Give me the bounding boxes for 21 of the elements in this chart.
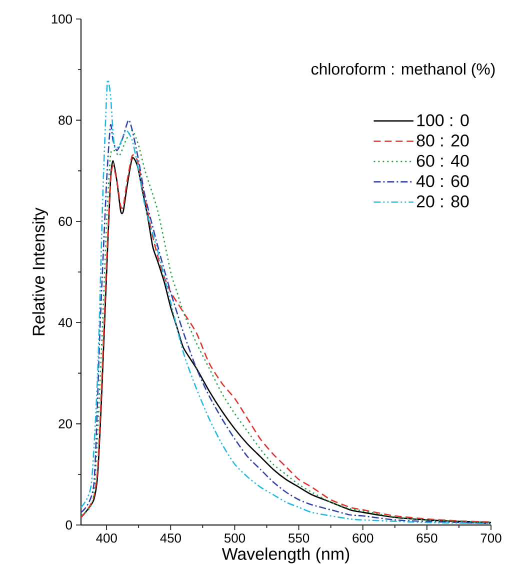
- x-tick-label: 400: [96, 533, 117, 543]
- x-tick-label: 600: [352, 533, 374, 543]
- legend-label: 60 : 40: [416, 154, 469, 167]
- y-tick-label: 40: [58, 318, 72, 328]
- legend-label: 80 : 20: [416, 134, 469, 147]
- y-tick-label: 20: [58, 419, 72, 428]
- legend-label: 40 : 60: [416, 175, 469, 188]
- y-tick-label: 80: [58, 116, 72, 125]
- legend-label: 100 : 0: [417, 114, 469, 126]
- x-tick-label: 500: [224, 533, 246, 543]
- x-tick-label: 650: [416, 533, 438, 543]
- x-axis-title: Wavelength (nm): [222, 548, 350, 564]
- x-tick-label: 700: [480, 533, 502, 543]
- x-tick-label: 550: [288, 533, 310, 543]
- y-tick-label: 100: [52, 14, 72, 24]
- y-tick-label: 0: [66, 520, 72, 530]
- legend-title: chloroform : methanol (%): [312, 63, 495, 78]
- x-tick-label: 450: [160, 533, 181, 543]
- legend-label: 20 : 80: [416, 195, 469, 208]
- y-axis-title: Relative Intensity: [32, 208, 48, 336]
- y-tick-label: 60: [58, 216, 72, 226]
